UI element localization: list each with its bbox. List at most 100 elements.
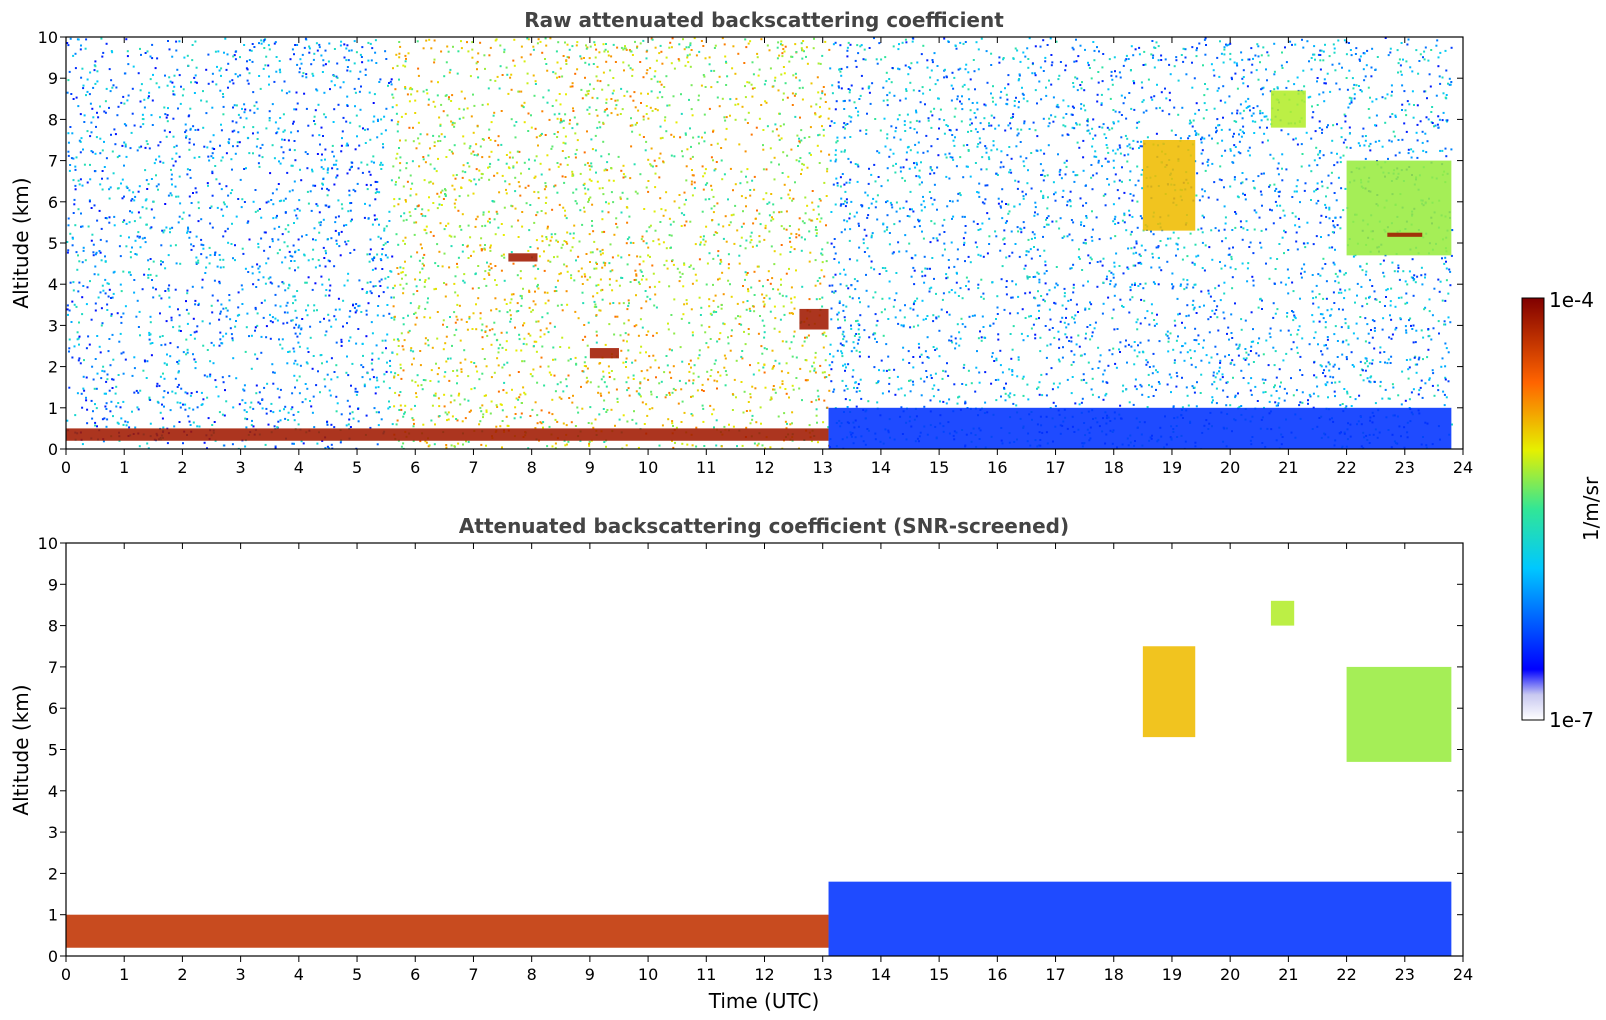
x-tick-label: 22 (1336, 965, 1356, 984)
x-tick-label: 1 (119, 965, 129, 984)
y-tick-label: 4 (48, 275, 58, 294)
x-tick-label: 18 (1104, 458, 1124, 477)
panel-title: Raw attenuated backscattering coefficien… (524, 8, 1004, 32)
x-tick-label: 10 (638, 458, 658, 477)
x-tick-label: 0 (61, 965, 71, 984)
noise-region (66, 37, 394, 449)
y-tick-label: 6 (48, 193, 58, 212)
x-tick-label: 9 (585, 458, 595, 477)
feature-cloud (1346, 666, 1452, 762)
noise-region (392, 37, 831, 449)
y-axis-label: Altitude (km) (9, 684, 33, 815)
x-tick-label: 6 (410, 458, 420, 477)
x-tick-label: 1 (119, 458, 129, 477)
y-tick-label: 5 (48, 234, 58, 253)
x-tick-label: 20 (1220, 965, 1240, 984)
y-axis: 0 1 2 3 4 5 6 7 8 9 10 (38, 534, 1463, 966)
feature-boundary-layer (66, 428, 829, 441)
y-tick-label: 1 (48, 399, 58, 418)
x-tick-label: 0 (61, 458, 71, 477)
x-tick-label: 15 (929, 965, 949, 984)
x-tick-label: 24 (1453, 458, 1473, 477)
y-tick-label: 2 (48, 864, 58, 883)
y-tick-label: 0 (48, 440, 58, 459)
x-tick-label: 8 (527, 965, 537, 984)
x-tick-label: 12 (754, 458, 774, 477)
y-tick-label: 3 (48, 823, 58, 842)
x-tick-label: 3 (236, 965, 246, 984)
x-tick-label: 14 (871, 458, 891, 477)
x-tick-label: 19 (1162, 458, 1182, 477)
x-tick-label: 16 (987, 965, 1007, 984)
feature-lower-aerosol (828, 881, 1452, 956)
y-tick-label: 0 (48, 947, 58, 966)
x-tick-label: 8 (527, 458, 537, 477)
x-tick-label: 14 (871, 965, 891, 984)
x-axis-label: Time (UTC) (708, 989, 820, 1013)
x-tick-label: 4 (294, 965, 304, 984)
y-tick-label: 3 (48, 316, 58, 335)
x-tick-label: 11 (696, 965, 716, 984)
x-tick-label: 21 (1278, 965, 1298, 984)
colorbar-min-label: 1e-7 (1549, 708, 1594, 732)
x-tick-label: 15 (929, 458, 949, 477)
feature-cloud (1270, 600, 1295, 626)
x-axis: 0 1 2 3 4 5 6 7 8 9 10 11 12 13 14 15 16 17 18 19 20 21 22 23 24 (61, 37, 1473, 477)
x-axis: 0 1 2 3 4 5 6 7 8 9 10 11 12 13 14 15 16 17 18 19 20 21 22 23 24 (61, 543, 1473, 984)
x-tick-label: 12 (754, 965, 774, 984)
x-tick-label: 21 (1278, 458, 1298, 477)
y-axis: 0 1 2 3 4 5 6 7 8 9 10 (38, 28, 1463, 459)
x-tick-label: 5 (352, 965, 362, 984)
feature-cloud (1387, 232, 1423, 237)
x-tick-label: 5 (352, 458, 362, 477)
x-tick-label: 9 (585, 965, 595, 984)
x-tick-label: 23 (1395, 458, 1415, 477)
y-tick-label: 8 (48, 110, 58, 129)
y-axis-label: Altitude (km) (9, 177, 33, 308)
y-tick-label: 1 (48, 906, 58, 925)
feature-cloud (1142, 140, 1196, 231)
y-tick-label: 9 (48, 575, 58, 594)
y-tick-label: 2 (48, 358, 58, 377)
x-tick-label: 2 (177, 458, 187, 477)
x-tick-label: 19 (1162, 965, 1182, 984)
feature-cloud (589, 348, 619, 359)
x-tick-label: 20 (1220, 458, 1240, 477)
y-tick-label: 7 (48, 152, 58, 171)
x-tick-label: 13 (813, 458, 833, 477)
x-tick-label: 11 (696, 458, 716, 477)
panel-title: Attenuated backscattering coefficient (S… (459, 514, 1069, 538)
x-tick-label: 17 (1045, 458, 1065, 477)
y-tick-label: 10 (38, 28, 58, 47)
feature-lower-aerosol (828, 407, 1452, 449)
y-tick-label: 9 (48, 69, 58, 88)
y-tick-label: 7 (48, 658, 58, 677)
feature-cloud (1346, 160, 1452, 256)
y-tick-label: 6 (48, 699, 58, 718)
feature-cloud (799, 308, 829, 330)
y-tick-label: 10 (38, 534, 58, 553)
feature-cloud (1270, 90, 1306, 128)
colorbar-max-label: 1e-4 (1549, 288, 1594, 312)
x-tick-label: 10 (638, 965, 658, 984)
x-tick-label: 18 (1104, 965, 1124, 984)
colorbar-gradient (1521, 297, 1545, 721)
x-tick-label: 3 (236, 458, 246, 477)
x-tick-label: 16 (987, 458, 1007, 477)
feature-boundary-layer (66, 914, 829, 948)
panel-screened: Attenuated backscattering coefficient (S… (9, 514, 1473, 1013)
heatmap-area (66, 37, 1454, 449)
y-tick-label: 5 (48, 741, 58, 760)
feature-cloud (508, 253, 538, 262)
panel-raw: Raw attenuated backscattering coefficien… (9, 8, 1473, 477)
x-tick-label: 7 (468, 965, 478, 984)
x-tick-label: 24 (1453, 965, 1473, 984)
x-tick-label: 7 (468, 458, 478, 477)
x-tick-label: 22 (1336, 458, 1356, 477)
x-tick-label: 6 (410, 965, 420, 984)
x-tick-label: 2 (177, 965, 187, 984)
x-tick-label: 4 (294, 458, 304, 477)
x-tick-label: 17 (1045, 965, 1065, 984)
heatmap-area (66, 600, 1452, 956)
